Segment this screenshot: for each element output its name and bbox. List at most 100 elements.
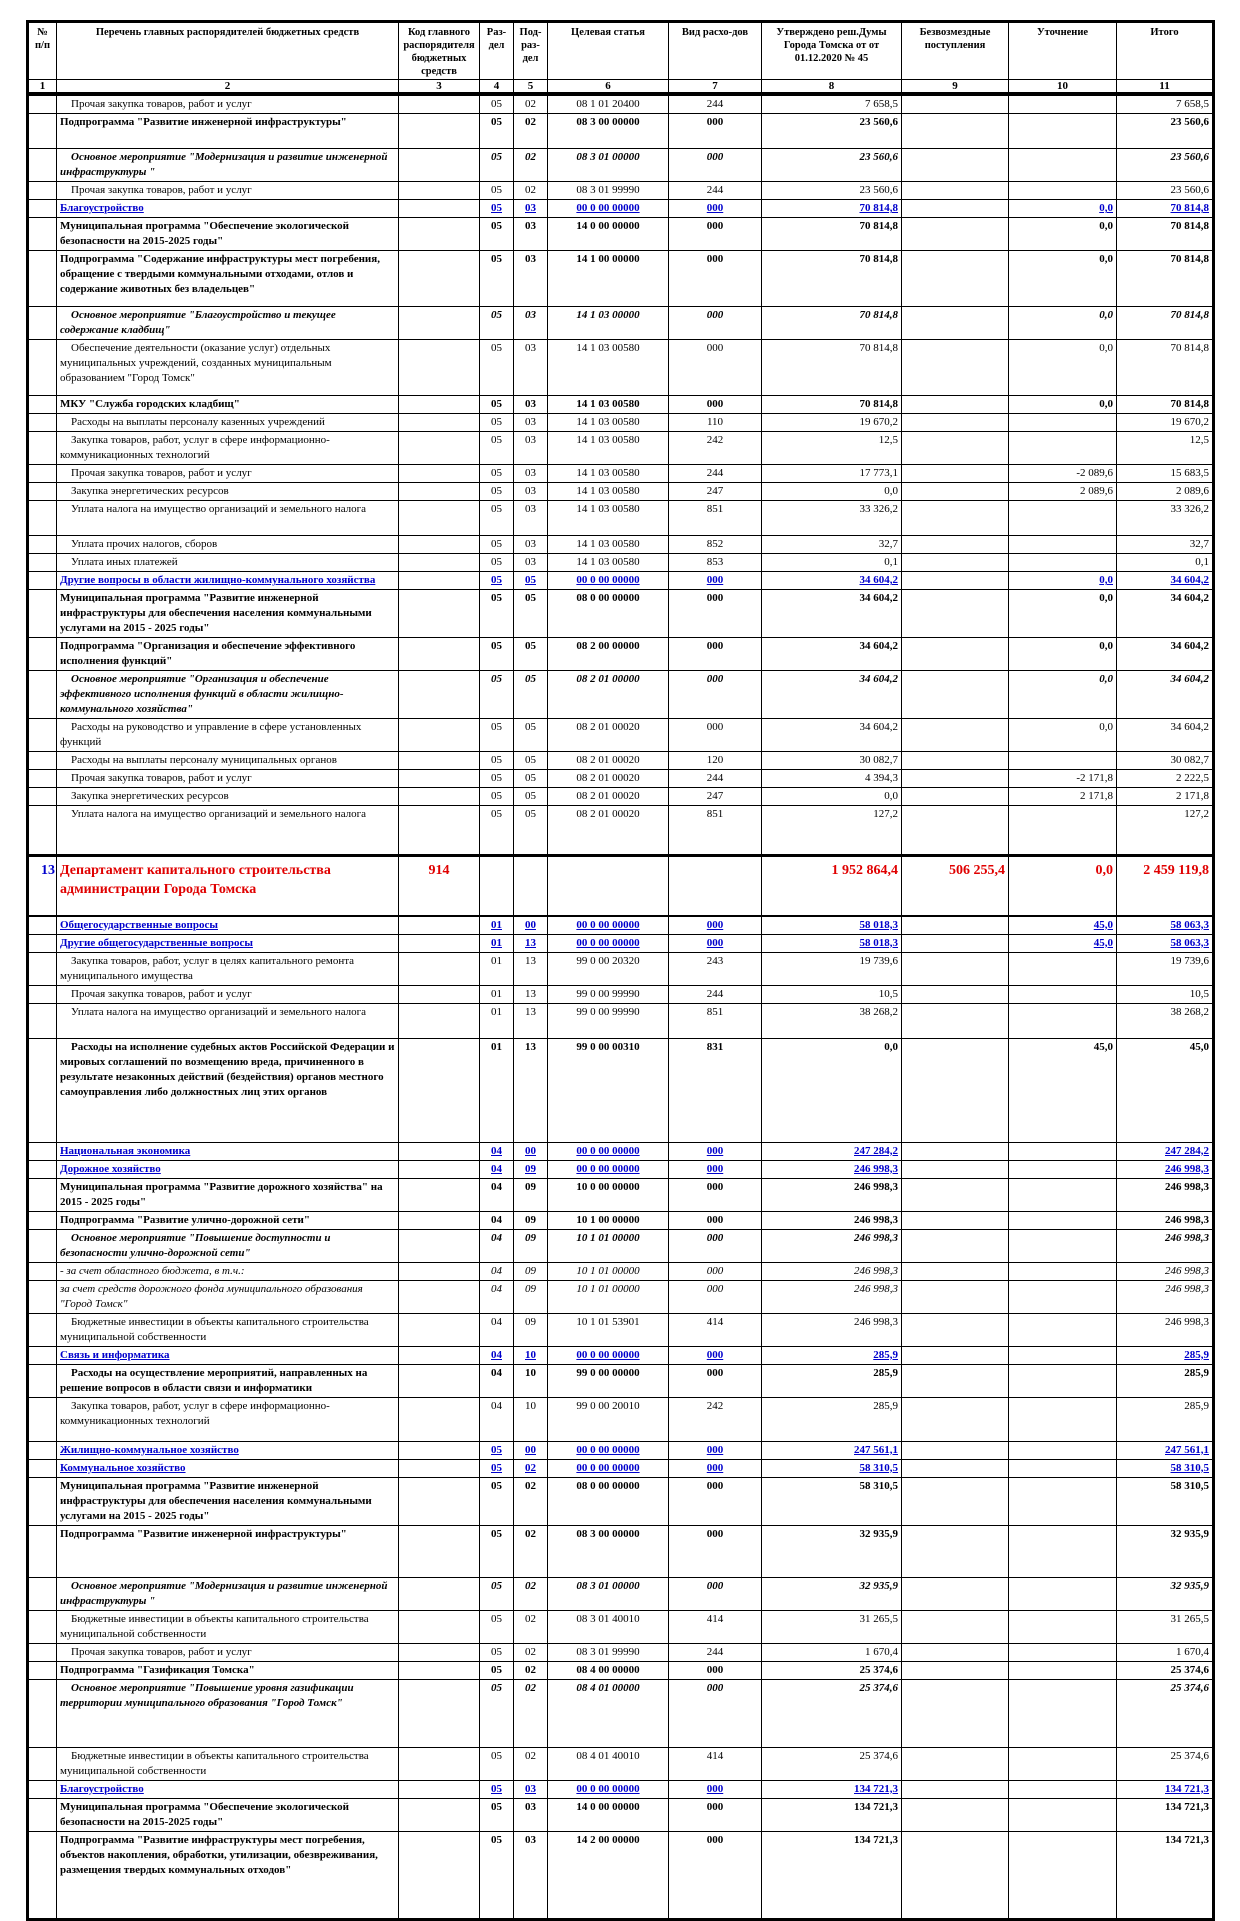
target-article-cell: 14 1 03 00580 — [547, 395, 669, 414]
expense-type-cell: 247 — [668, 482, 762, 501]
target-article-cell: 99 0 00 00000 — [547, 1363, 669, 1398]
target-article-cell: 14 1 03 00000 — [547, 306, 669, 340]
total-cell: 127,2 — [1116, 805, 1214, 856]
expense-type-cell: 000 — [668, 1678, 762, 1748]
row-number-cell — [27, 535, 57, 554]
item-name-cell: Уплата налога на имущество организаций и… — [56, 1002, 399, 1039]
item-name-cell: Расходы на исполнение судебных актов Рос… — [56, 1037, 399, 1143]
gratuitous-receipts-cell — [901, 464, 1009, 483]
podrazdel-cell: 03 — [513, 431, 548, 465]
item-name-cell: Жилищно-коммунальное хозяйство — [56, 1440, 399, 1460]
table-row: Подпрограмма "Развитие инженерной инфрас… — [27, 1524, 1214, 1578]
table-row: Уплата налога на имущество организаций и… — [27, 1002, 1214, 1039]
razdel-cell: 04 — [479, 1261, 514, 1281]
gratuitous-receipts-cell — [901, 1642, 1009, 1662]
razdel-cell: 05 — [479, 1458, 514, 1478]
approved-amount-cell: 246 998,3 — [761, 1228, 902, 1263]
total-cell: 70 814,8 — [1116, 250, 1214, 307]
gratuitous-receipts-cell — [901, 1228, 1009, 1263]
row-number-cell — [27, 933, 57, 953]
expense-type-cell: 000 — [668, 1363, 762, 1398]
item-name-cell: Муниципальная программа "Развитие дорожн… — [56, 1177, 399, 1212]
grbs-code-cell: 914 — [398, 854, 480, 917]
grbs-code-cell — [398, 1177, 480, 1212]
grbs-code-cell — [398, 805, 480, 856]
gratuitous-receipts-cell — [901, 718, 1009, 752]
adjustment-cell: 0,0 — [1008, 339, 1117, 396]
row-number-cell — [27, 93, 57, 114]
grbs-code-cell — [398, 113, 480, 149]
gratuitous-receipts-cell — [901, 1312, 1009, 1347]
grbs-code-cell — [398, 1642, 480, 1662]
approved-amount-cell: 134 721,3 — [761, 1797, 902, 1832]
item-name-cell: Подпрограмма "Развитие улично-дорожной с… — [56, 1210, 399, 1230]
table-row: за счет средств дорожного фонда муниципа… — [27, 1279, 1214, 1314]
target-article-cell: 08 2 01 00020 — [547, 718, 669, 752]
gratuitous-receipts-cell — [901, 181, 1009, 200]
adjustment-cell: 0,0 — [1008, 571, 1117, 590]
budget-table-body: Прочая закупка товаров, работ и услуг 05 0… — [27, 93, 1214, 1920]
item-name-cell: Подпрограмма "Организация и обеспечение … — [56, 637, 399, 671]
grbs-code-cell — [398, 1159, 480, 1179]
row-number-cell — [27, 395, 57, 414]
row-number-cell — [27, 1476, 57, 1526]
gratuitous-receipts-cell — [901, 1746, 1009, 1781]
grbs-code-cell — [398, 718, 480, 752]
expense-type-cell: 000 — [668, 1228, 762, 1263]
adjustment-cell — [1008, 1228, 1117, 1263]
grbs-code-cell — [398, 670, 480, 719]
razdel-cell: 05 — [479, 500, 514, 536]
table-row: Прочая закупка товаров, работ и услуг 05 0… — [27, 93, 1214, 114]
razdel-cell: 05 — [479, 1830, 514, 1920]
adjustment-cell — [1008, 535, 1117, 554]
total-cell: 7 658,5 — [1116, 93, 1214, 114]
razdel-cell: 05 — [479, 787, 514, 806]
approved-amount-cell: 70 814,8 — [761, 395, 902, 414]
adjustment-cell: 0,0 — [1008, 637, 1117, 671]
row-number-cell — [27, 250, 57, 307]
total-cell: 70 814,8 — [1116, 395, 1214, 414]
item-name-cell: Уплата налога на имущество организаций и… — [56, 500, 399, 536]
table-row: Основное мероприятие "Благоустройство и … — [27, 306, 1214, 340]
row-number-cell — [27, 1037, 57, 1143]
total-cell: 247 561,1 — [1116, 1440, 1214, 1460]
item-name-cell: Основное мероприятие "Благоустройство и … — [56, 306, 399, 340]
podrazdel-cell: 05 — [513, 718, 548, 752]
gratuitous-receipts-cell — [901, 250, 1009, 307]
expense-type-cell: 000 — [668, 1779, 762, 1799]
gratuitous-receipts-cell — [901, 1345, 1009, 1365]
approved-amount-cell: 127,2 — [761, 805, 902, 856]
adjustment-cell: 0,0 — [1008, 854, 1117, 917]
grbs-code-cell — [398, 1037, 480, 1143]
adjustment-cell — [1008, 148, 1117, 182]
razdel-cell: 05 — [479, 589, 514, 638]
total-cell: 246 998,3 — [1116, 1177, 1214, 1212]
expense-type-cell: 244 — [668, 769, 762, 788]
approved-amount-cell: 246 998,3 — [761, 1210, 902, 1230]
podrazdel-cell: 03 — [513, 339, 548, 396]
gratuitous-receipts-cell — [901, 589, 1009, 638]
adjustment-cell — [1008, 1363, 1117, 1398]
approved-amount-cell: 4 394,3 — [761, 769, 902, 788]
total-cell: 58 310,5 — [1116, 1476, 1214, 1526]
razdel-cell: 05 — [479, 431, 514, 465]
item-name-cell: - за счет областного бюджета, в т.ч.: — [56, 1261, 399, 1281]
adjustment-cell — [1008, 1002, 1117, 1039]
razdel-cell: 05 — [479, 217, 514, 251]
item-name-cell: Муниципальная программа "Развитие инжене… — [56, 589, 399, 638]
row-number-cell — [27, 1660, 57, 1680]
item-name-cell: Общегосударственные вопросы — [56, 915, 399, 935]
approved-amount-cell: 34 604,2 — [761, 571, 902, 590]
item-name-cell: Прочая закупка товаров, работ и услуг — [56, 93, 399, 114]
podrazdel-cell: 09 — [513, 1261, 548, 1281]
target-article-cell: 00 0 00 00000 — [547, 915, 669, 935]
gratuitous-receipts-cell — [901, 500, 1009, 536]
podrazdel-cell: 03 — [513, 306, 548, 340]
razdel-cell: 04 — [479, 1177, 514, 1212]
expense-type-cell: 000 — [668, 637, 762, 671]
expense-type-cell: 000 — [668, 1279, 762, 1314]
razdel-cell: 01 — [479, 1002, 514, 1039]
item-name-cell: Благоустройство — [56, 199, 399, 218]
item-name-cell: Закупка товаров, работ, услуг в сфере ин… — [56, 1396, 399, 1442]
razdel-cell — [479, 854, 514, 917]
